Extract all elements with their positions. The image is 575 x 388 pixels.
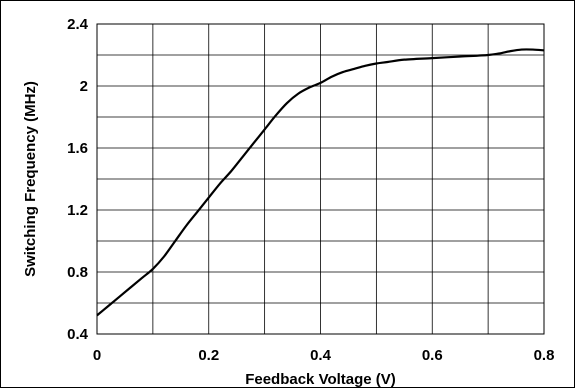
x-axis-label: Feedback Voltage (V) bbox=[245, 371, 396, 388]
y-tick-label: 2.4 bbox=[67, 16, 89, 33]
grid bbox=[96, 23, 545, 335]
x-tick-label: 0.8 bbox=[534, 347, 555, 364]
series-line bbox=[96, 48, 545, 317]
plot-area bbox=[96, 23, 545, 335]
x-tick-label: 0.4 bbox=[310, 347, 332, 364]
y-tick-label: 1.6 bbox=[67, 140, 88, 157]
x-tick-label: 0 bbox=[93, 347, 101, 364]
y-tick-label: 0.8 bbox=[67, 264, 88, 281]
y-tick-label: 0.4 bbox=[67, 326, 89, 343]
y-axis-label: Switching Frequency (MHz) bbox=[22, 81, 39, 277]
y-tick-label: 1.2 bbox=[67, 202, 88, 219]
y-tick-labels: 0.4 0.8 1.2 1.6 2 2.4 bbox=[67, 16, 89, 343]
y-tick-label: 2 bbox=[80, 78, 88, 95]
x-tick-label: 0.6 bbox=[422, 347, 443, 364]
x-tick-labels: 0 0.2 0.4 0.6 0.8 bbox=[93, 347, 555, 364]
x-tick-label: 0.2 bbox=[198, 347, 219, 364]
